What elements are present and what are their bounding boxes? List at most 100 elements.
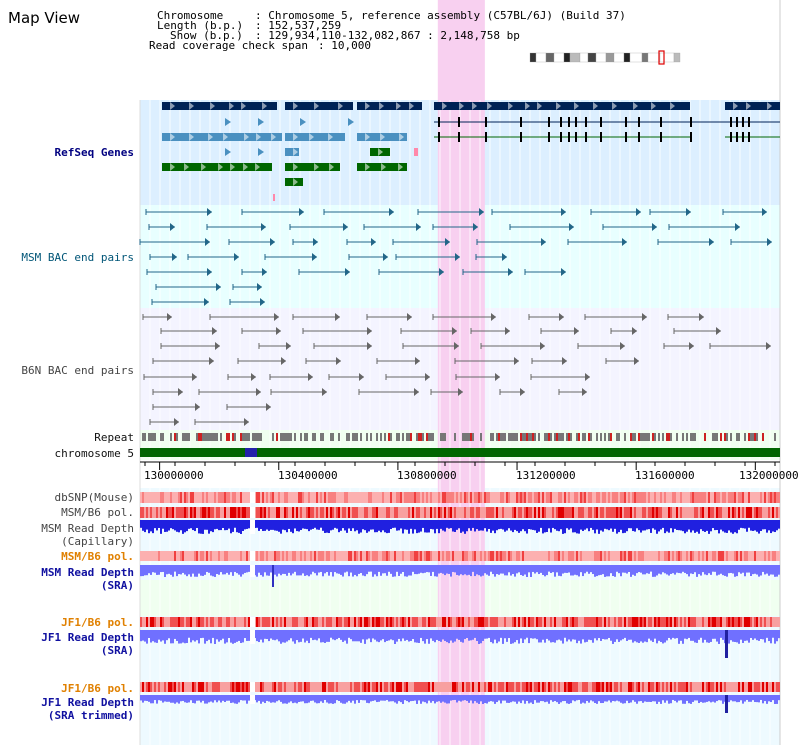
pol-heat-cell (674, 492, 676, 503)
pol-heat-cell (170, 682, 172, 692)
pol-heat-cell (346, 617, 348, 627)
b6n-bac-arrow (491, 313, 496, 321)
depth-bar (358, 630, 360, 642)
repeat-mark (432, 433, 434, 441)
pol-heat-cell (778, 682, 780, 692)
depth-bar (152, 565, 154, 573)
pol-heat-cell (480, 492, 482, 503)
pol-heat-cell (730, 617, 732, 627)
pol-heat-cell (726, 551, 728, 561)
pol-heat-cell (408, 551, 410, 561)
repeat-mark (444, 433, 446, 441)
depth-bar (570, 565, 572, 576)
pol-heat-cell (150, 617, 152, 627)
depth-bar (366, 520, 368, 533)
pol-heat-cell (266, 617, 268, 627)
pol-heat-cell (312, 507, 314, 518)
depth-bar (564, 630, 566, 638)
depth-bar (274, 565, 276, 575)
depth-bar (440, 565, 442, 573)
pol-heat-cell (438, 507, 440, 518)
pol-heat-cell (142, 551, 144, 561)
pol-heat-cell (398, 507, 400, 518)
gene-arrow (293, 133, 298, 141)
depth-bar (604, 565, 606, 577)
pol-heat-cell (384, 617, 386, 627)
depth-bar (204, 520, 206, 530)
pol-heat-cell (464, 492, 466, 503)
pol-heat-cell (674, 682, 676, 692)
depth-bar (510, 520, 512, 531)
pol-heat-cell (458, 492, 460, 503)
depth-bar (176, 565, 178, 577)
msm-bac-arrow (216, 283, 221, 291)
depth-bar (526, 630, 528, 638)
pol-heat-cell (764, 551, 766, 561)
pol-heat-cell (236, 507, 238, 518)
pol-heat-cell (300, 507, 302, 518)
depth-bar (456, 520, 458, 530)
b6n-bac-arrow (359, 373, 364, 381)
depth-bar (408, 630, 410, 642)
pol-heat-cell (692, 682, 694, 692)
pol-heat-cell (284, 492, 286, 503)
gene-exon (438, 132, 440, 142)
depth-bar (774, 520, 776, 533)
depth-bar (660, 520, 662, 530)
depth-bar (600, 695, 602, 704)
pol-heat-cell (534, 617, 536, 627)
depth-bar (616, 520, 618, 534)
pol-heat-cell (182, 682, 184, 692)
pol-heat-cell (166, 551, 168, 561)
depth-bar (462, 630, 464, 643)
pol-heat-cell (284, 507, 286, 518)
pol-heat-cell (194, 492, 196, 503)
pol-heat-cell (212, 492, 214, 503)
depth-bar (444, 565, 446, 576)
pol-heat-cell (290, 507, 292, 518)
pol-heat-cell (418, 551, 420, 561)
pol-heat-cell (722, 551, 724, 561)
depth-bar (186, 520, 188, 532)
pol-heat-cell (402, 551, 404, 561)
depth-bar (248, 695, 250, 701)
depth-bar (222, 630, 224, 639)
depth-bar (634, 565, 636, 576)
pol-heat-cell (448, 492, 450, 503)
pol-heat-cell (220, 682, 222, 692)
depth-bar (680, 695, 682, 701)
pol-heat-cell (590, 551, 592, 561)
depth-bar (186, 630, 188, 643)
pol-heat-cell (698, 507, 700, 518)
pol-heat-cell (514, 492, 516, 503)
pol-heat-cell (208, 551, 210, 561)
pol-heat-cell (644, 617, 646, 627)
depth-bar (384, 520, 386, 533)
pol-heat-cell (638, 492, 640, 503)
pol-heat-cell (328, 551, 330, 561)
repeat-mark (630, 433, 632, 441)
depth-bar (696, 695, 698, 701)
depth-bar (280, 520, 282, 534)
depth-bar (488, 630, 490, 638)
pol-heat-cell (754, 617, 756, 627)
pol-heat-cell (408, 682, 410, 692)
pol-heat-cell (376, 507, 378, 518)
pol-heat-cell (342, 492, 344, 503)
depth-bar (306, 565, 308, 576)
pol-heat-cell (632, 492, 634, 503)
pol-heat-cell (184, 507, 186, 518)
depth-bar (270, 695, 272, 703)
pol-heat-cell (506, 682, 508, 692)
repeat-mark (582, 433, 584, 441)
repeat-mark (646, 433, 648, 441)
pol-heat-cell (234, 682, 236, 692)
pol-heat-cell (444, 617, 446, 627)
depth-bar (386, 630, 388, 641)
pol-heat-cell (204, 551, 206, 561)
pol-heat-cell (682, 617, 684, 627)
depth-bar (192, 565, 194, 574)
pol-heat-cell (276, 551, 278, 561)
pol-heat-cell (242, 551, 244, 561)
